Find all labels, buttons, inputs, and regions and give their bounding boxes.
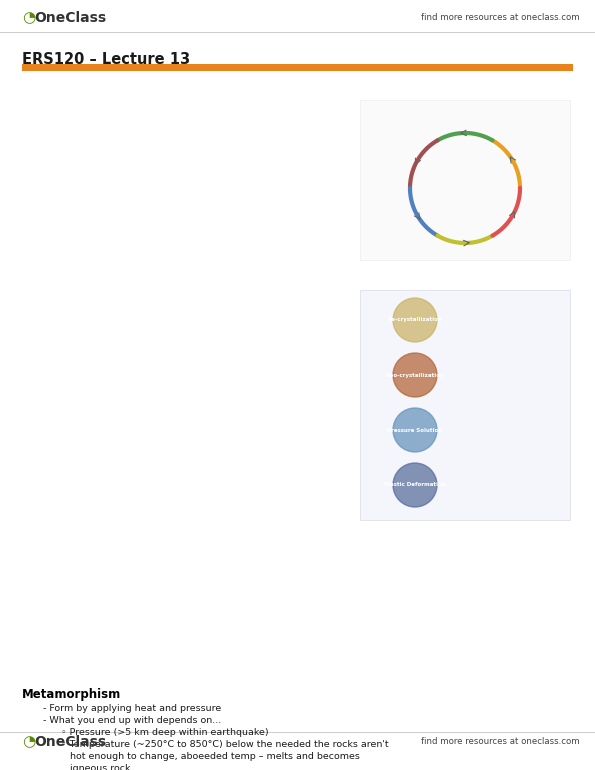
Text: Plastic Deformation: Plastic Deformation: [384, 483, 446, 487]
Text: ERS120 – Lecture 13: ERS120 – Lecture 13: [22, 52, 190, 67]
Text: ◦ Pressure (>5 km deep within earthquake): ◦ Pressure (>5 km deep within earthquake…: [61, 728, 268, 737]
Circle shape: [393, 353, 437, 397]
Text: OneClass: OneClass: [34, 735, 106, 749]
Bar: [360, 290, 570, 520]
Text: Neo-crystallization: Neo-crystallization: [386, 373, 444, 377]
Circle shape: [393, 408, 437, 452]
Text: hot enough to change, aboeeded temp – melts and becomes: hot enough to change, aboeeded temp – me…: [61, 752, 359, 761]
Text: Re-crystallization: Re-crystallization: [387, 317, 442, 323]
Text: ◔: ◔: [22, 11, 35, 25]
Circle shape: [393, 298, 437, 342]
Text: find more resources at oneclass.com: find more resources at oneclass.com: [421, 738, 580, 746]
Text: - What you end up with depends on...: - What you end up with depends on...: [43, 716, 221, 725]
Bar: [360, 100, 570, 260]
Text: ◦ Temperature (~250°C to 850°C) below the needed the rocks aren't: ◦ Temperature (~250°C to 850°C) below th…: [61, 740, 389, 748]
Text: ◔: ◔: [22, 735, 35, 749]
Text: Pressure Solution: Pressure Solution: [387, 427, 443, 433]
Bar: [22, 64, 573, 71]
Text: OneClass: OneClass: [34, 11, 106, 25]
Text: find more resources at oneclass.com: find more resources at oneclass.com: [421, 14, 580, 22]
Text: - Form by applying heat and pressure: - Form by applying heat and pressure: [43, 704, 221, 713]
Text: igneous rock: igneous rock: [61, 764, 130, 770]
Text: Metamorphism: Metamorphism: [22, 688, 121, 701]
Circle shape: [393, 463, 437, 507]
